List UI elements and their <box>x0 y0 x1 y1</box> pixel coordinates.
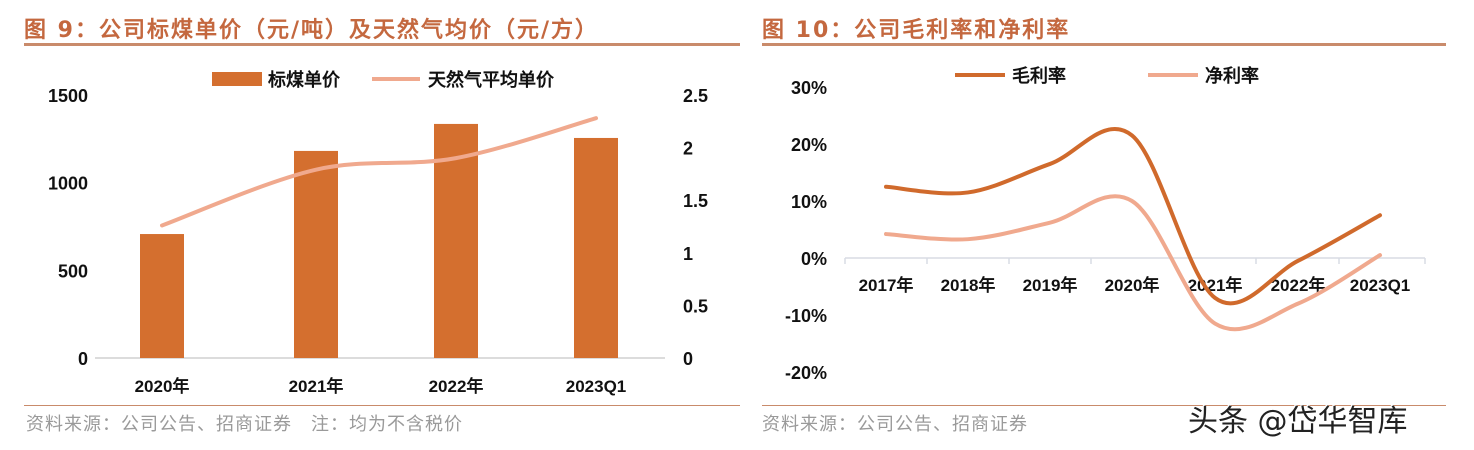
left-y-tick-label: 0 <box>78 349 88 369</box>
x-tick-label: 2022年 <box>429 376 484 396</box>
y-tick-label: -10% <box>785 306 827 326</box>
y-tick-label: 20% <box>791 135 827 155</box>
left-bottom-rule <box>24 405 740 406</box>
x-tick-label: 2023Q1 <box>566 377 627 396</box>
x-tick-label: 2020年 <box>135 376 190 396</box>
right-y-tick-label: 0.5 <box>683 296 708 316</box>
left-source-note: 资料来源：公司公告、招商证券 注：均为不含税价 <box>26 414 463 435</box>
legend-label-bar: 标煤单价 <box>267 69 341 90</box>
x-tick-label: 2023Q1 <box>1350 276 1411 295</box>
legend-label-gross: 毛利率 <box>1012 65 1066 86</box>
left-chart-title: 图 9：公司标煤单价（元/吨）及天然气均价（元/方） <box>24 18 600 43</box>
bar-标煤单价 <box>140 234 184 358</box>
left-y-tick-label: 500 <box>58 261 88 281</box>
right-y-tick-label: 2.5 <box>683 86 708 106</box>
right-y-tick-label: 2 <box>683 139 693 159</box>
left-y-tick-label: 1000 <box>48 174 88 194</box>
bar-标煤单价 <box>294 150 338 358</box>
x-tick-label: 2021年 <box>1188 275 1243 295</box>
x-tick-label: 2017年 <box>859 275 914 295</box>
right-chart-title: 图 10：公司毛利率和净利率 <box>762 18 1071 43</box>
legend-swatch-bar <box>212 72 262 86</box>
right-y-tick-label: 0 <box>683 349 693 369</box>
right-source-note: 资料来源：公司公告、招商证券 <box>762 414 1028 435</box>
y-tick-label: 10% <box>791 192 827 212</box>
y-tick-label: -20% <box>785 363 827 383</box>
legend-label-net: 净利率 <box>1205 65 1259 86</box>
line-毛利率 <box>884 127 1382 306</box>
right-bottom-rule <box>762 405 1446 406</box>
bar-标煤单价 <box>574 137 618 358</box>
y-tick-label: 0% <box>801 249 827 269</box>
watermark: 头条 @岱华智库 <box>1188 404 1408 439</box>
left-title-rule <box>24 43 740 46</box>
bar-标煤单价 <box>434 123 478 359</box>
left-y-tick-label: 1500 <box>48 86 88 106</box>
legend-label-line: 天然气平均单价 <box>428 69 555 90</box>
right-y-tick-label: 1 <box>683 244 693 264</box>
y-tick-label: 30% <box>791 78 827 98</box>
right-title-rule <box>762 43 1446 46</box>
x-tick-label: 2020年 <box>1105 275 1160 295</box>
x-tick-label: 2018年 <box>941 275 996 295</box>
x-tick-label: 2022年 <box>1271 275 1326 295</box>
line-天然气平均单价 <box>160 116 598 228</box>
x-tick-label: 2019年 <box>1023 275 1078 295</box>
right-y-tick-label: 1.5 <box>683 191 708 211</box>
x-tick-label: 2021年 <box>289 376 344 396</box>
line-净利率 <box>884 194 1382 332</box>
